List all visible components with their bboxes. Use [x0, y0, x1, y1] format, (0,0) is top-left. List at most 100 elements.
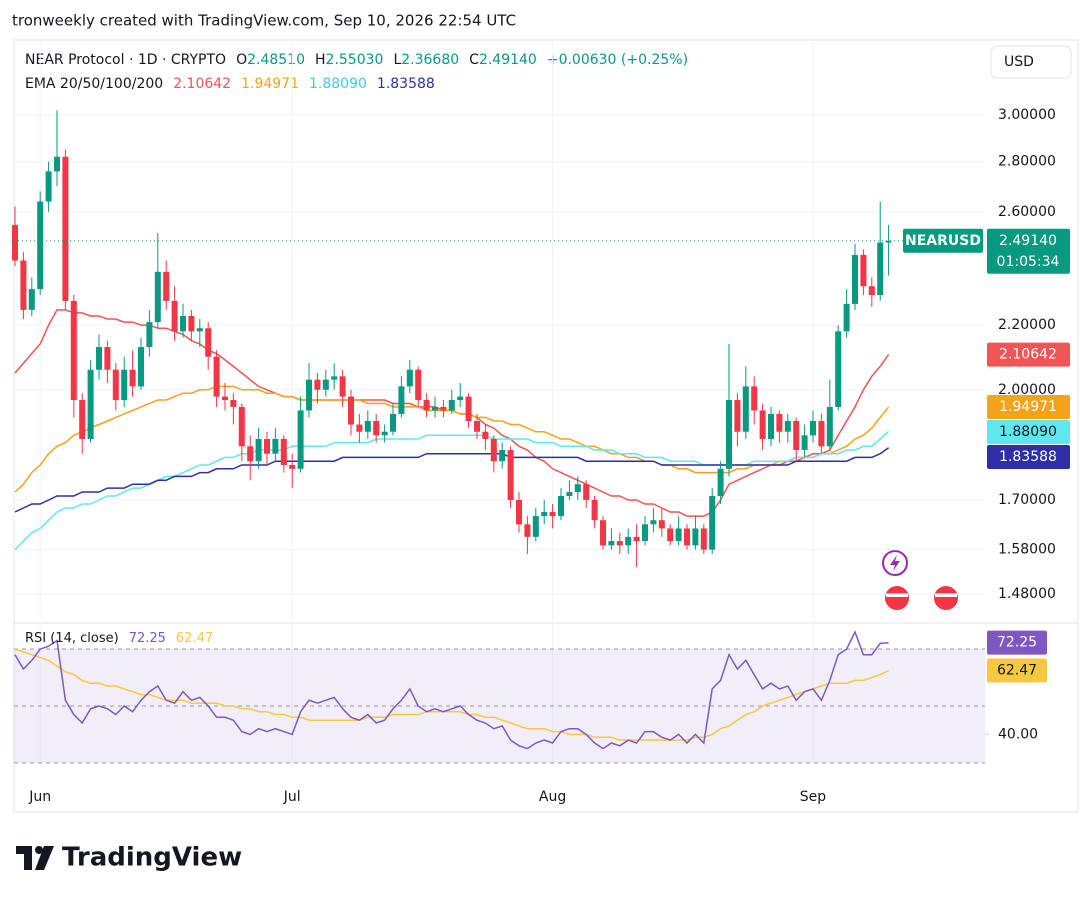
candle-body	[667, 528, 674, 542]
candle-body	[314, 379, 321, 390]
candle-body	[129, 369, 136, 387]
candle-body	[709, 495, 716, 550]
y-tick-label: 2.60000	[998, 204, 1056, 220]
candle-body	[306, 379, 312, 411]
ema-legend: EMA 20/50/100/200 2.10642 1.94971 1.88090 1.…	[25, 76, 435, 92]
candle-body	[885, 240, 892, 243]
ema-badge	[987, 395, 1070, 420]
ema-badge	[987, 342, 1070, 367]
candle-body	[415, 369, 422, 401]
candle-body	[146, 322, 153, 348]
rsi-badge-label: 72.25	[997, 635, 1037, 651]
candle-body	[759, 410, 766, 439]
candle-body	[54, 156, 60, 172]
candle-body	[658, 520, 665, 529]
symbol: NEAR Protocol · 1D · CRYPTO	[25, 52, 226, 68]
candle-body	[331, 376, 338, 380]
rsi-badge	[987, 630, 1047, 655]
candle-body	[776, 413, 783, 432]
ohlc-key: L	[393, 52, 401, 68]
event-icons	[882, 550, 960, 612]
candle-body	[264, 438, 270, 454]
ohlc-key: H	[315, 52, 326, 68]
candle-body	[801, 435, 808, 450]
ohlc-value: 2.55030	[326, 52, 384, 68]
candle-body	[70, 300, 77, 401]
currency: USD	[1004, 54, 1034, 70]
chart-frame	[13, 39, 1079, 813]
ema-badge-label: 1.94971	[999, 399, 1057, 415]
ohlc-value: 2.36680	[401, 52, 459, 68]
candle-body	[826, 406, 833, 447]
y-tick-label: 1.58000	[998, 542, 1056, 558]
price-badge	[987, 228, 1070, 274]
grid	[14, 40, 985, 766]
lightning	[890, 555, 900, 571]
candle-body	[499, 449, 506, 462]
flag-icon[interactable]	[932, 584, 960, 612]
candle-body	[440, 406, 447, 411]
candle-body	[457, 396, 464, 401]
candle-body	[633, 536, 640, 542]
y-tick-label: 1.48000	[998, 586, 1056, 602]
candle-body	[734, 400, 741, 432]
y-tick-label: 2.00000	[998, 382, 1056, 398]
candle-body	[163, 271, 170, 301]
candle-body	[516, 499, 522, 525]
candle-body	[566, 492, 573, 496]
candle-body	[591, 499, 598, 521]
candle-body	[104, 347, 111, 370]
candle-body	[642, 524, 648, 542]
candle-body	[524, 524, 531, 537]
candle-body	[398, 386, 405, 414]
candle-body	[339, 376, 346, 397]
ema-badge-label: 2.10642	[999, 347, 1057, 363]
candle-body	[583, 484, 590, 500]
candle-body	[868, 286, 875, 295]
candle-body	[532, 516, 539, 537]
candle-body	[541, 512, 548, 517]
candle-body	[289, 464, 296, 469]
candle-body	[280, 438, 287, 465]
brand: TradingView	[62, 843, 242, 873]
rsi-title: RSI (14, close)	[25, 631, 119, 646]
candle-body	[230, 400, 237, 407]
candle-body	[28, 289, 35, 310]
x-tick-label: Jul	[283, 789, 301, 805]
currency-button[interactable]	[990, 45, 1072, 79]
candle-body	[390, 413, 396, 432]
candle-body	[247, 446, 254, 462]
candle-body	[474, 420, 480, 432]
candle-body	[356, 424, 363, 432]
candle-body	[205, 328, 212, 357]
candle-body	[507, 449, 514, 500]
x-tick-label: Jun	[28, 789, 51, 805]
flag-icon[interactable]	[883, 584, 911, 612]
candle-body	[768, 413, 774, 439]
candle-body	[700, 528, 707, 550]
countdown: 01:05:34	[997, 254, 1060, 270]
candle-body	[558, 495, 564, 517]
candle-body	[322, 379, 329, 390]
candle-body	[381, 431, 388, 436]
candle-body	[188, 315, 195, 332]
y-tick-label: 3.00000	[998, 107, 1056, 123]
candle-body	[549, 512, 556, 517]
candle-body	[62, 156, 69, 301]
candle-body	[860, 254, 867, 287]
candle-body	[574, 484, 581, 493]
candle-body	[348, 396, 354, 425]
candle-body	[96, 347, 102, 370]
price-label: 2.49140	[999, 233, 1057, 249]
ema-badge-label: 1.88090	[999, 424, 1057, 440]
candle-body	[37, 201, 44, 290]
candle-body	[196, 328, 203, 332]
candle-body	[616, 541, 623, 546]
candle-body	[180, 315, 186, 332]
candle-body	[222, 396, 228, 401]
rsi-line	[14, 630, 889, 750]
candle-body	[742, 386, 749, 432]
ema-title: EMA 20/50/100/200	[25, 76, 163, 92]
candle-body	[364, 420, 371, 432]
